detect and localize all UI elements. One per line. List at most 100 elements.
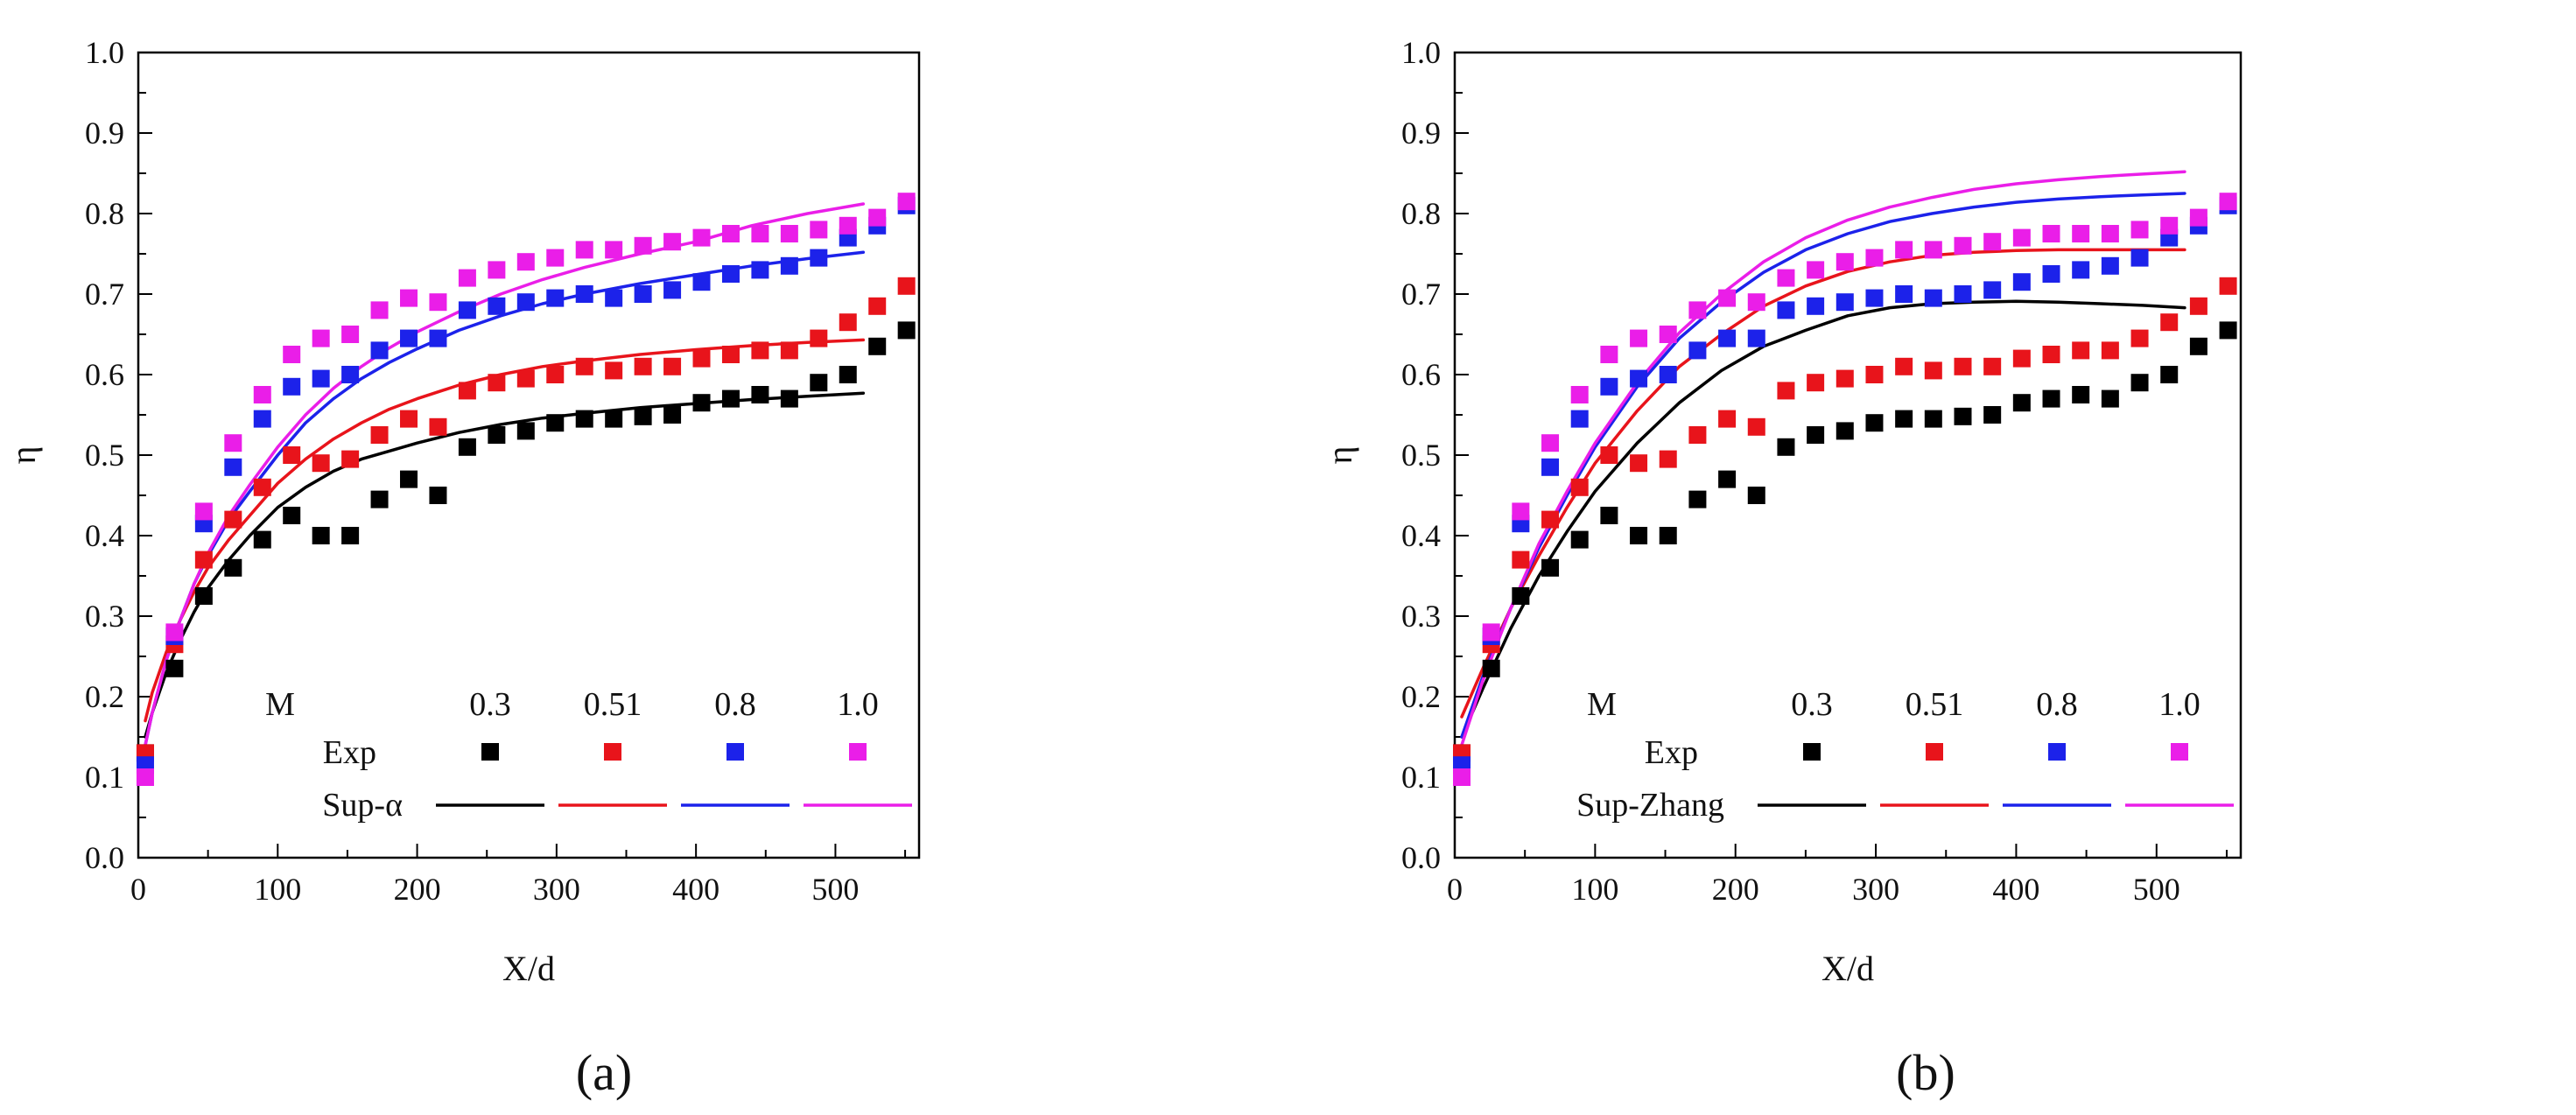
exp-point [1807, 261, 1825, 279]
exp-point [312, 369, 330, 388]
exp-point [312, 527, 330, 544]
exp-point [1659, 366, 1677, 383]
legend-marker-M-0.51 [604, 743, 621, 761]
exp-point [224, 434, 242, 452]
exp-point [1835, 293, 1854, 312]
legend-series-label: 0.3 [1791, 686, 1833, 723]
exp-point [546, 414, 565, 432]
legend-marker-M-0.3 [1803, 743, 1821, 761]
exp-point [810, 329, 828, 347]
exp-point [897, 277, 916, 295]
exp-point [1482, 659, 1500, 677]
x-tick-label: 400 [1992, 872, 2039, 907]
exp-point [1777, 269, 1795, 287]
legend-marker-M-0.8 [2048, 743, 2066, 761]
exp-point [1630, 329, 1648, 347]
exp-point [194, 587, 213, 605]
exp-point [1954, 407, 1972, 425]
exp-point [429, 293, 447, 312]
exp-point [721, 225, 740, 242]
legend-marker-M-0.8 [726, 743, 744, 761]
exp-point [2012, 349, 2031, 368]
legend-exp-label: Exp [1645, 734, 1698, 771]
exp-point [1688, 301, 1707, 319]
exp-point [2130, 329, 2149, 347]
exp-point [2160, 216, 2179, 235]
exp-point [546, 289, 565, 307]
legend-model-label: Sup-α [322, 787, 403, 824]
x-tick-label: 200 [394, 872, 441, 907]
exp-point [780, 225, 798, 242]
exp-point [2042, 265, 2060, 283]
exp-point [224, 510, 242, 529]
exp-point [605, 361, 623, 380]
exp-point [400, 329, 418, 347]
exp-point [1541, 458, 1560, 476]
exp-point [516, 293, 535, 312]
exp-point [1570, 386, 1589, 403]
exp-series-M-0.51 [1453, 277, 2237, 762]
exp-point [283, 377, 301, 396]
legend-model-label: Sup-Zhang [1576, 787, 1724, 824]
exp-point [2189, 208, 2207, 227]
legend-header-label: M [1587, 686, 1617, 723]
legend-series-label: 0.8 [2036, 686, 2078, 723]
exp-point [692, 228, 711, 247]
exp-series-M-1.0 [1453, 193, 2237, 786]
model-curve-M-0.3 [144, 391, 866, 739]
exp-point [868, 208, 887, 227]
exp-point [429, 487, 447, 504]
exp-point [1570, 530, 1589, 549]
legend-series-label: 1.0 [2158, 686, 2200, 723]
legend: M 0.3 0.51 0.8 1.0 Exp Sup-α [265, 686, 912, 824]
exp-point [2130, 249, 2149, 267]
legend-series-label: 0.51 [584, 686, 642, 723]
exp-point [283, 507, 301, 524]
model-curve-M-1.0 [144, 202, 866, 747]
exp-point [341, 527, 360, 544]
legend-series-label: 0.3 [469, 686, 511, 723]
exp-point [224, 558, 242, 577]
exp-point [1453, 768, 1471, 786]
exp-point [341, 450, 360, 468]
exp-point [634, 407, 652, 425]
exp-point [488, 426, 506, 444]
exp-point [1747, 329, 1765, 347]
y-tick-label: 0.4 [1401, 518, 1441, 553]
exp-point [2189, 297, 2207, 315]
exp-point [1865, 366, 1884, 383]
exp-point [1659, 450, 1677, 468]
legend-marker-M-1.0 [849, 743, 867, 761]
exp-point [1718, 289, 1737, 307]
exp-point [488, 297, 506, 315]
exp-point [2042, 346, 2060, 363]
exp-point [516, 369, 535, 388]
exp-point [1777, 438, 1795, 456]
model-curve-M-0.51 [1460, 248, 2186, 719]
exp-point [1895, 285, 1913, 303]
exp-point [721, 389, 740, 408]
exp-point [663, 357, 682, 375]
exp-point [2012, 394, 2031, 412]
exp-point [663, 233, 682, 251]
exp-point [2101, 225, 2119, 242]
y-tick-label: 0.4 [85, 518, 124, 553]
exp-point [165, 623, 184, 642]
exp-point [253, 530, 271, 549]
exp-point [2219, 321, 2237, 340]
legend-series-label: 0.8 [714, 686, 756, 723]
exp-point [194, 502, 213, 521]
y-tick-label: 1.0 [85, 35, 124, 70]
exp-point [458, 301, 476, 319]
exp-point [1659, 326, 1677, 343]
legend-series-label: 1.0 [837, 686, 879, 723]
exp-point [341, 326, 360, 343]
exp-point [1954, 357, 1972, 375]
exp-point [1983, 357, 2002, 375]
exp-point [1541, 434, 1560, 452]
y-tick-label: 0.1 [1401, 760, 1441, 795]
exp-point [634, 357, 652, 375]
exp-point [1983, 233, 2002, 251]
exp-point [516, 422, 535, 440]
